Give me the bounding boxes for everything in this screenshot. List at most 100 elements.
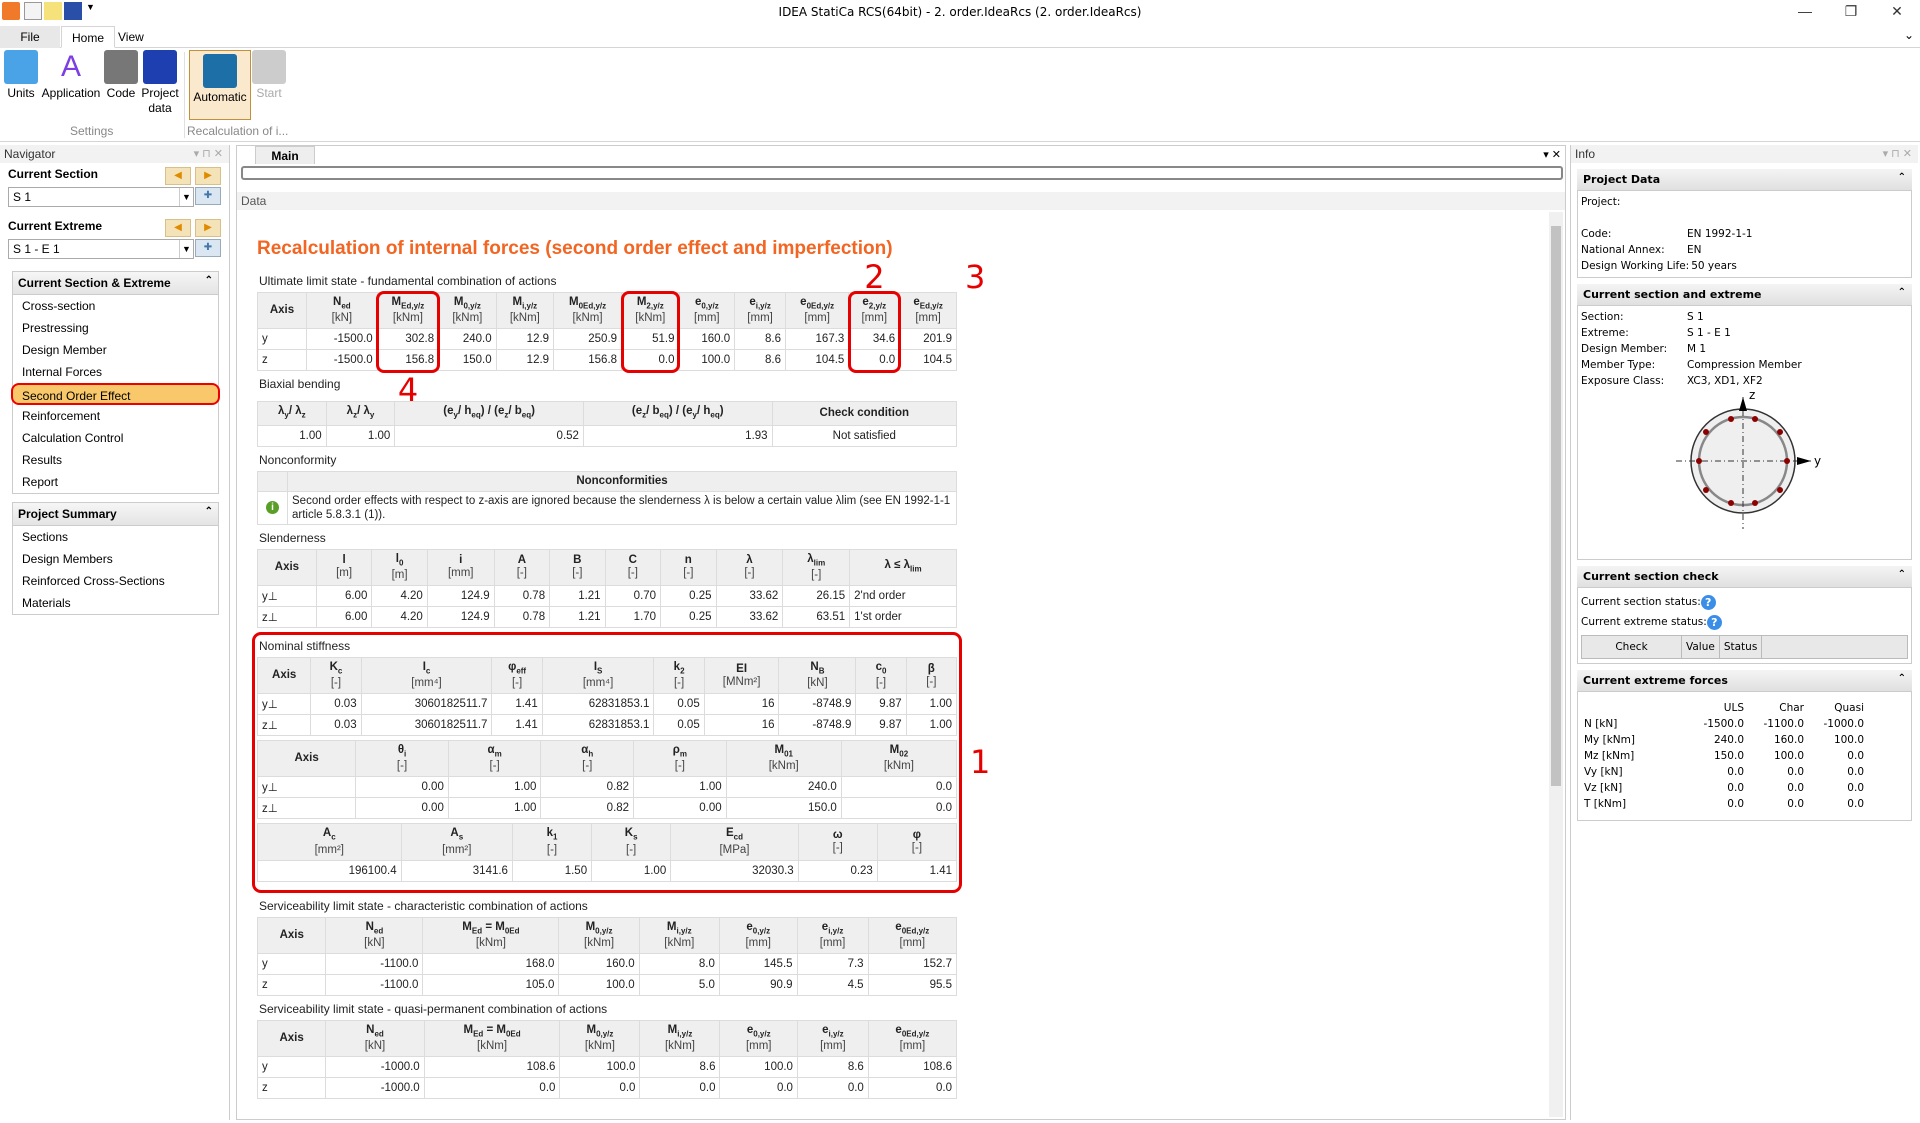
table-row: z⊥ 6.00 4.20 124.9 0.78 1.21 1.70 0.25 33.62 63.5… — [257, 605, 957, 628]
col-status[interactable]: Status — [1720, 636, 1763, 658]
application-button[interactable]: A Application — [40, 50, 102, 101]
tab-view[interactable]: View — [118, 30, 144, 44]
main-close-icon[interactable]: ▾ ✕ — [1543, 149, 1561, 161]
sls-quasi-title: Serviceability limit state - quasi-perma… — [259, 1002, 608, 1017]
next-extreme-button[interactable]: ▶ — [195, 219, 221, 237]
header-symbol: C — [629, 554, 637, 566]
col-check[interactable]: Check — [1582, 636, 1682, 658]
header-cell: Ac [mm²] — [257, 823, 402, 861]
forces-value: 0.0 — [1847, 750, 1864, 762]
restore-button[interactable]: ❐ — [1844, 3, 1858, 19]
col-value[interactable]: Value — [1682, 636, 1720, 658]
collapse-icon[interactable]: ⌃ — [1897, 673, 1906, 684]
collapse-icon[interactable]: ⌃ — [1897, 569, 1906, 580]
nav-item-report[interactable]: Report — [22, 475, 59, 489]
box-header[interactable]: Current section and extreme ⌃ — [1577, 284, 1912, 305]
units-button[interactable]: Units — [4, 50, 38, 101]
nav-item-second-order-effect[interactable]: Second Order Effect — [11, 383, 220, 405]
header-text: 2,y/z — [868, 301, 887, 311]
info-title: Info — [1575, 147, 1596, 161]
nav-item-reinforced-cross-sections[interactable]: Reinforced Cross-Sections — [22, 574, 165, 588]
header-text: s — [458, 832, 464, 842]
next-section-button[interactable]: ▶ — [195, 167, 221, 185]
table-cell: 0.0 — [796, 1077, 869, 1100]
start-button[interactable]: Start — [252, 50, 286, 101]
close-button[interactable]: ✕ — [1891, 3, 1903, 19]
minimize-button[interactable]: — — [1798, 3, 1812, 19]
tab-file[interactable]: File — [0, 26, 60, 48]
header-text: λ — [346, 405, 354, 418]
box-header[interactable]: Current section check ⌃ — [1577, 566, 1912, 587]
chevron-down-icon[interactable]: ▼ — [179, 188, 193, 206]
previous-section-button[interactable]: ◀ — [165, 167, 191, 185]
vertical-scrollbar[interactable] — [1549, 212, 1563, 1117]
tab-main[interactable]: Main — [255, 146, 315, 164]
header-cell: Ic [mm⁴] — [360, 656, 493, 695]
header-unit: [mm] — [804, 312, 830, 325]
collapse-icon[interactable]: ⌃ — [204, 275, 213, 286]
nav-item-prestressing[interactable]: Prestressing — [22, 321, 89, 335]
table-cell: 1.70 — [604, 605, 662, 628]
header-text: eq — [521, 410, 532, 420]
code-button[interactable]: Code — [104, 50, 138, 101]
project-data-button[interactable]: Project data — [140, 50, 180, 116]
nav-item-internal-forces[interactable]: Internal Forces — [22, 365, 103, 379]
add-extreme-button[interactable]: ✚ — [195, 239, 221, 257]
table-row: y -1500.0 302.8 240.0 12.9 250.9 51.9 160.0 8.6 1… — [256, 328, 957, 351]
header-cell: φ [-] — [876, 823, 958, 861]
table-cell: 150.0 — [438, 349, 497, 372]
nav-item-reinforcement[interactable]: Reinforcement — [22, 409, 101, 423]
header-text: e — [749, 296, 756, 308]
collapse-icon[interactable]: ⌃ — [1897, 287, 1906, 298]
scrollbar-thumb[interactable] — [1551, 226, 1561, 786]
header-unit: [-] — [626, 843, 637, 856]
header-text: θ — [397, 744, 405, 757]
header-unit: [-] — [572, 567, 583, 580]
header-text: i,y/z — [755, 301, 771, 311]
forces-table: ULS Char Quasi N [kN] -1500.0 -1100.0 -1000.0 M… — [1584, 700, 1905, 812]
previous-extreme-button[interactable]: ◀ — [165, 219, 191, 237]
collapse-icon[interactable]: ⌃ — [204, 506, 213, 517]
nav-item-cross-section[interactable]: Cross-section — [22, 299, 96, 313]
collapse-icon[interactable]: ⌃ — [1897, 172, 1906, 183]
tab-home[interactable]: Home — [61, 26, 116, 48]
box-header[interactable]: Project Data ⌃ — [1577, 169, 1912, 190]
help-icon[interactable]: ? — [1700, 594, 1716, 610]
box-header[interactable]: Current extreme forces ⌃ — [1577, 670, 1912, 691]
forces-value: 0.0 — [1847, 766, 1864, 778]
help-icon[interactable]: ? — [1706, 614, 1722, 630]
group-header[interactable]: Current Section & Extreme ⌃ — [13, 272, 218, 295]
nav-item-calculation-control[interactable]: Calculation Control — [22, 431, 124, 445]
nav-item-results[interactable]: Results — [22, 453, 63, 467]
start-label: Start — [256, 86, 282, 100]
quick-access-dropdown-icon[interactable]: ▼ — [86, 2, 95, 12]
panel-controls-icon[interactable]: ▾ ⊓ ✕ — [1882, 148, 1912, 160]
nav-item-sections[interactable]: Sections — [22, 530, 69, 544]
header-text: s — [633, 832, 638, 842]
open-folder-icon[interactable] — [44, 2, 62, 20]
header-symbol: A — [518, 554, 526, 566]
current-extreme-select[interactable]: S 1 - E 1 ▼ — [8, 239, 194, 259]
panel-controls-icon[interactable]: ▾ ⊓ ✕ — [193, 148, 223, 160]
nav-item-design-members[interactable]: Design Members — [22, 552, 113, 566]
save-icon[interactable] — [64, 2, 82, 20]
table-cell: 124.9 — [426, 605, 495, 628]
header-text: z — [301, 410, 306, 420]
add-section-button[interactable]: ✚ — [195, 187, 221, 205]
automatic-button[interactable]: Automatic — [189, 50, 251, 120]
header-symbol: l0 — [396, 553, 404, 567]
nav-item-design-member[interactable]: Design Member — [22, 343, 107, 357]
header-text: m — [494, 749, 502, 759]
header-text: M — [889, 744, 900, 757]
group-header[interactable]: Project Summary ⌃ — [13, 503, 218, 526]
new-file-icon[interactable] — [24, 2, 42, 20]
chevron-down-icon[interactable]: ▼ — [179, 240, 193, 258]
current-section-select[interactable]: S 1 ▼ — [8, 187, 194, 207]
nav-item-materials[interactable]: Materials — [22, 596, 71, 610]
header-text: 0,y/z — [463, 301, 481, 311]
header-cell: e2,y/z [mm] — [848, 291, 901, 330]
table-cell: 0.82 — [540, 797, 635, 820]
ribbon-collapse-icon[interactable]: ⌄ — [1903, 28, 1914, 42]
header-unit: [mm] — [899, 1040, 926, 1053]
rebar-dots — [1696, 416, 1790, 506]
